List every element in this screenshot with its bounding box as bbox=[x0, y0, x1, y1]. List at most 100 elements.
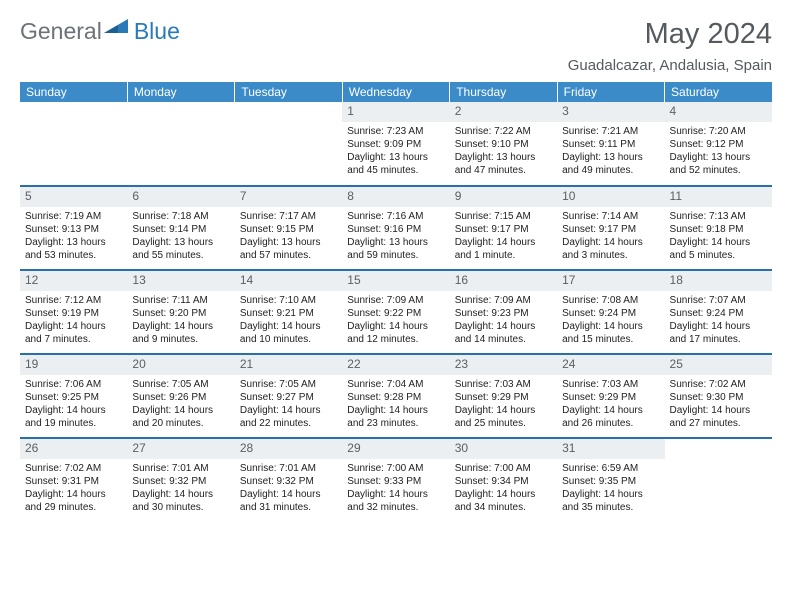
day-number: 14 bbox=[235, 271, 342, 291]
calendar-cell: 31Sunrise: 6:59 AMSunset: 9:35 PMDayligh… bbox=[557, 438, 664, 522]
day-info: Sunrise: 7:17 AMSunset: 9:15 PMDaylight:… bbox=[240, 210, 337, 262]
day-number: 3 bbox=[557, 102, 664, 122]
day-info: Sunrise: 7:23 AMSunset: 9:09 PMDaylight:… bbox=[347, 125, 444, 177]
day-number: 4 bbox=[665, 102, 772, 122]
calendar-cell: 10Sunrise: 7:14 AMSunset: 9:17 PMDayligh… bbox=[557, 186, 664, 270]
logo: General Blue bbox=[20, 18, 180, 45]
day-header: Thursday bbox=[450, 82, 557, 102]
calendar-cell: 8Sunrise: 7:16 AMSunset: 9:16 PMDaylight… bbox=[342, 186, 449, 270]
calendar-row: 1 Sunrise: 7:23 AMSunset: 9:09 PMDaylight… bbox=[20, 102, 772, 186]
day-info: Sunrise: 7:03 AMSunset: 9:29 PMDaylight:… bbox=[455, 378, 552, 430]
calendar-cell bbox=[20, 102, 127, 186]
calendar-cell: 13 Sunrise: 7:11 AMSunset: 9:20 PMDayligh… bbox=[127, 270, 234, 354]
calendar-header: SundayMondayTuesdayWednesdayThursdayFrid… bbox=[20, 82, 772, 102]
day-header: Monday bbox=[127, 82, 234, 102]
page: General Blue May 2024 Guadalcazar, Andal… bbox=[0, 0, 792, 540]
day-header: Friday bbox=[557, 82, 664, 102]
day-number: 21 bbox=[235, 355, 342, 375]
day-info: Sunrise: 7:22 AMSunset: 9:10 PMDaylight:… bbox=[455, 125, 552, 177]
calendar-row: 5 Sunrise: 7:19 AMSunset: 9:13 PMDaylight… bbox=[20, 186, 772, 270]
title-block: May 2024 Guadalcazar, Andalusia, Spain bbox=[568, 18, 772, 74]
day-info: Sunrise: 7:03 AMSunset: 9:29 PMDaylight:… bbox=[562, 378, 659, 430]
day-number: 1 bbox=[342, 102, 449, 122]
day-header: Tuesday bbox=[235, 82, 342, 102]
day-info: Sunrise: 7:00 AMSunset: 9:33 PMDaylight:… bbox=[347, 462, 444, 514]
day-number: 26 bbox=[20, 439, 127, 459]
calendar-cell: 27Sunrise: 7:01 AMSunset: 9:32 PMDayligh… bbox=[127, 438, 234, 522]
header-row: General Blue May 2024 Guadalcazar, Andal… bbox=[20, 18, 772, 74]
day-number: 25 bbox=[665, 355, 772, 375]
calendar-cell bbox=[665, 438, 772, 522]
calendar-cell: 30 Sunrise: 7:00 AMSunset: 9:34 PMDayligh… bbox=[450, 438, 557, 522]
day-info: Sunrise: 7:13 AMSunset: 9:18 PMDaylight:… bbox=[670, 210, 767, 262]
calendar-row: 19 Sunrise: 7:06 AMSunset: 9:25 PMDayligh… bbox=[20, 354, 772, 438]
triangle-icon bbox=[104, 17, 132, 35]
calendar-cell: 23 Sunrise: 7:03 AMSunset: 9:29 PMDayligh… bbox=[450, 354, 557, 438]
month-title: May 2024 bbox=[568, 18, 772, 51]
calendar-cell: 11 Sunrise: 7:13 AMSunset: 9:18 PMDayligh… bbox=[665, 186, 772, 270]
day-info: Sunrise: 7:07 AMSunset: 9:24 PMDaylight:… bbox=[670, 294, 767, 346]
day-info: Sunrise: 7:06 AMSunset: 9:25 PMDaylight:… bbox=[25, 378, 122, 430]
day-header: Wednesday bbox=[342, 82, 449, 102]
calendar-cell: 24 Sunrise: 7:03 AMSunset: 9:29 PMDayligh… bbox=[557, 354, 664, 438]
day-number: 29 bbox=[342, 439, 449, 459]
calendar-cell: 2 Sunrise: 7:22 AMSunset: 9:10 PMDaylight… bbox=[450, 102, 557, 186]
day-info: Sunrise: 7:01 AMSunset: 9:32 PMDaylight:… bbox=[240, 462, 337, 514]
day-number: 12 bbox=[20, 271, 127, 291]
day-info: Sunrise: 7:04 AMSunset: 9:28 PMDaylight:… bbox=[347, 378, 444, 430]
day-info: Sunrise: 7:14 AMSunset: 9:17 PMDaylight:… bbox=[562, 210, 659, 262]
day-number: 23 bbox=[450, 355, 557, 375]
calendar-cell: 19 Sunrise: 7:06 AMSunset: 9:25 PMDayligh… bbox=[20, 354, 127, 438]
calendar-cell: 20 Sunrise: 7:05 AMSunset: 9:26 PMDayligh… bbox=[127, 354, 234, 438]
day-info: Sunrise: 7:02 AMSunset: 9:31 PMDaylight:… bbox=[25, 462, 122, 514]
day-number: 30 bbox=[450, 439, 557, 459]
day-number: 13 bbox=[127, 271, 234, 291]
calendar-cell: 3 Sunrise: 7:21 AMSunset: 9:11 PMDaylight… bbox=[557, 102, 664, 186]
calendar-cell: 17 Sunrise: 7:08 AMSunset: 9:24 PMDayligh… bbox=[557, 270, 664, 354]
calendar-cell: 21Sunrise: 7:05 AMSunset: 9:27 PMDayligh… bbox=[235, 354, 342, 438]
day-info: Sunrise: 7:10 AMSunset: 9:21 PMDaylight:… bbox=[240, 294, 337, 346]
day-number: 6 bbox=[127, 187, 234, 207]
day-number: 20 bbox=[127, 355, 234, 375]
calendar-cell: 22 Sunrise: 7:04 AMSunset: 9:28 PMDayligh… bbox=[342, 354, 449, 438]
calendar-cell: 28Sunrise: 7:01 AMSunset: 9:32 PMDayligh… bbox=[235, 438, 342, 522]
calendar-cell: 14 Sunrise: 7:10 AMSunset: 9:21 PMDayligh… bbox=[235, 270, 342, 354]
day-number: 16 bbox=[450, 271, 557, 291]
calendar-cell: 26 Sunrise: 7:02 AMSunset: 9:31 PMDayligh… bbox=[20, 438, 127, 522]
calendar-cell: 9Sunrise: 7:15 AMSunset: 9:17 PMDaylight… bbox=[450, 186, 557, 270]
day-number: 24 bbox=[557, 355, 664, 375]
day-info: Sunrise: 7:02 AMSunset: 9:30 PMDaylight:… bbox=[670, 378, 767, 430]
calendar-cell: 16Sunrise: 7:09 AMSunset: 9:23 PMDayligh… bbox=[450, 270, 557, 354]
day-number: 8 bbox=[342, 187, 449, 207]
logo-text-general: General bbox=[20, 18, 102, 45]
day-info: Sunrise: 7:08 AMSunset: 9:24 PMDaylight:… bbox=[562, 294, 659, 346]
day-info: Sunrise: 7:00 AMSunset: 9:34 PMDaylight:… bbox=[455, 462, 552, 514]
day-info: Sunrise: 7:09 AMSunset: 9:22 PMDaylight:… bbox=[347, 294, 444, 346]
day-number: 22 bbox=[342, 355, 449, 375]
day-number: 15 bbox=[342, 271, 449, 291]
day-number: 2 bbox=[450, 102, 557, 122]
day-number: 7 bbox=[235, 187, 342, 207]
day-number: 11 bbox=[665, 187, 772, 207]
calendar-table: SundayMondayTuesdayWednesdayThursdayFrid… bbox=[20, 82, 772, 522]
day-number: 18 bbox=[665, 271, 772, 291]
day-info: Sunrise: 7:12 AMSunset: 9:19 PMDaylight:… bbox=[25, 294, 122, 346]
calendar-cell: 7 Sunrise: 7:17 AMSunset: 9:15 PMDaylight… bbox=[235, 186, 342, 270]
day-header: Sunday bbox=[20, 82, 127, 102]
calendar-cell: 29 Sunrise: 7:00 AMSunset: 9:33 PMDayligh… bbox=[342, 438, 449, 522]
calendar-cell: 15 Sunrise: 7:09 AMSunset: 9:22 PMDayligh… bbox=[342, 270, 449, 354]
day-number: 17 bbox=[557, 271, 664, 291]
day-number: 9 bbox=[450, 187, 557, 207]
calendar-cell: 6 Sunrise: 7:18 AMSunset: 9:14 PMDaylight… bbox=[127, 186, 234, 270]
calendar-row: 12 Sunrise: 7:12 AMSunset: 9:19 PMDayligh… bbox=[20, 270, 772, 354]
logo-text-blue: Blue bbox=[134, 18, 180, 45]
day-info: Sunrise: 7:19 AMSunset: 9:13 PMDaylight:… bbox=[25, 210, 122, 262]
day-info: Sunrise: 7:21 AMSunset: 9:11 PMDaylight:… bbox=[562, 125, 659, 177]
calendar-cell: 12 Sunrise: 7:12 AMSunset: 9:19 PMDayligh… bbox=[20, 270, 127, 354]
day-info: Sunrise: 7:11 AMSunset: 9:20 PMDaylight:… bbox=[132, 294, 229, 346]
day-number: 5 bbox=[20, 187, 127, 207]
day-number: 19 bbox=[20, 355, 127, 375]
day-info: Sunrise: 7:18 AMSunset: 9:14 PMDaylight:… bbox=[132, 210, 229, 262]
calendar-cell: 1 Sunrise: 7:23 AMSunset: 9:09 PMDaylight… bbox=[342, 102, 449, 186]
day-info: Sunrise: 7:05 AMSunset: 9:26 PMDaylight:… bbox=[132, 378, 229, 430]
